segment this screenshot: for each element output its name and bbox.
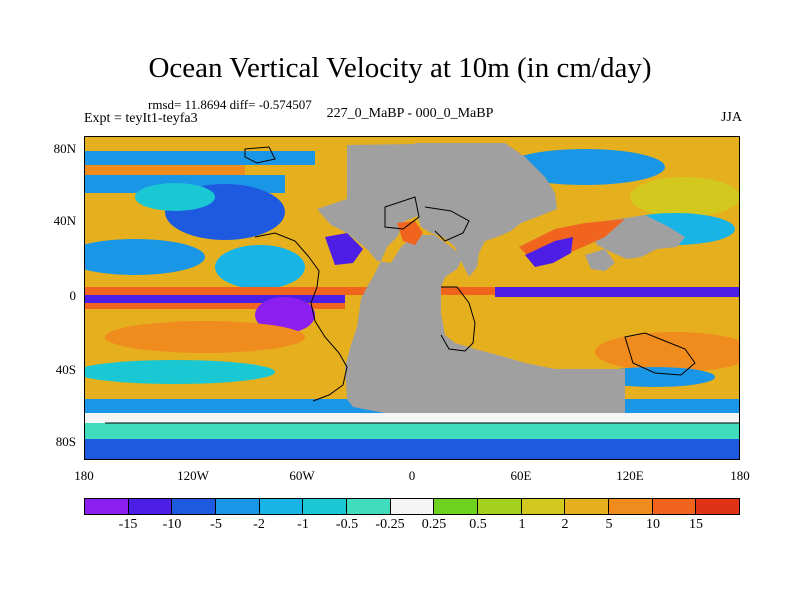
x-tick-label-60e: 60E <box>510 468 532 483</box>
coastline-west-continent <box>254 232 348 402</box>
colorbar-label: -2 <box>253 517 265 532</box>
y-tick-label-80s: 80S <box>55 434 76 449</box>
map-panel <box>84 136 740 460</box>
x-tick-label-180w: 180 <box>74 468 94 483</box>
field-blob-north-pacific-cyan <box>135 183 215 211</box>
colorbar-label: -15 <box>118 517 138 532</box>
velocity-field-map <box>85 137 739 459</box>
coastline-south-east <box>624 332 696 376</box>
season-label: JJA <box>720 110 742 125</box>
colorbar-box-1 <box>128 499 173 514</box>
x-tick-label-60w: 60W <box>289 468 315 483</box>
field-band-north-pacific-orange <box>85 165 245 175</box>
colorbar-label: 15 <box>689 517 703 532</box>
colorbar-box-7 <box>390 499 435 514</box>
experiment-label: Expt = teyIt1-teyfa3 <box>84 111 198 126</box>
field-band-equator-red-2 <box>85 303 345 309</box>
stats-label: rmsd= 11.8694 diff= -0.574507 <box>148 97 312 112</box>
field-margin-west-purple <box>325 233 363 265</box>
x-tick-label-0: 0 <box>408 468 416 483</box>
colorbar-label: -5 <box>210 517 222 532</box>
colorbar-label: 1 <box>518 517 526 532</box>
colorbar-label: 0.5 <box>469 517 487 532</box>
colorbar-box-6 <box>347 499 391 514</box>
field-blob-north-east <box>630 177 739 217</box>
y-tick-label-80n: 80N <box>53 141 76 156</box>
field-band-south-pacific-cyan <box>85 360 275 384</box>
x-tick-label-180e: 180 <box>730 468 750 483</box>
colorbar-label: 2 <box>561 517 569 532</box>
y-tick-label-40n: 40N <box>53 213 76 228</box>
colorbar-label: 0.25 <box>421 517 447 532</box>
colorbar-label: -1 <box>297 517 309 532</box>
field-blob-east-ocean <box>585 249 705 285</box>
land-north-block <box>415 143 557 277</box>
colorbar-box-14 <box>696 499 740 514</box>
y-tick-label-0: 0 <box>69 288 77 303</box>
colorbar-label: 10 <box>646 517 660 532</box>
field-blob-south-pacific-orange <box>105 321 305 353</box>
comparison-label: 227_0_MaBP - 000_0_MaBP <box>326 106 494 121</box>
field-band-equator-purple-west <box>85 295 345 303</box>
x-tick-label-120w: 120W <box>177 468 209 483</box>
field-band-equator-purple-east <box>495 287 739 297</box>
colorbar-box-5 <box>303 499 348 514</box>
field-margin-west-red <box>397 221 423 245</box>
field-band-southern-teal <box>85 423 739 439</box>
field-blob-south-east-orange <box>595 332 739 372</box>
coastline-mid-basin <box>424 206 470 242</box>
colorbar-box-9 <box>478 499 522 514</box>
colorbar <box>84 498 740 515</box>
coastline-south-mid <box>440 286 476 352</box>
coastline-mid-north <box>384 196 420 230</box>
colorbar-box-13 <box>652 499 697 514</box>
field-blob-central-pacific <box>215 245 305 289</box>
colorbar-box-12 <box>609 499 653 514</box>
field-blob-arctic-east <box>505 149 665 185</box>
colorbar-box-3 <box>216 499 260 514</box>
colorbar-label: 5 <box>605 517 613 532</box>
land-americas-africa <box>317 143 625 413</box>
colorbar-box-4 <box>259 499 304 514</box>
field-band-north-pacific-blue <box>85 151 315 165</box>
colorbar-label: -0.5 <box>335 517 359 532</box>
y-tick-label-40s: 40S <box>55 362 76 377</box>
land-east-island <box>585 249 615 271</box>
colorbar-box-0 <box>85 499 129 514</box>
colorbar-label: -10 <box>162 517 182 532</box>
field-margin-north-east-purple <box>525 237 573 267</box>
x-tick-label-120e: 120E <box>616 468 644 483</box>
colorbar-box-10 <box>521 499 566 514</box>
field-blob-eastern-pacific-upwelling <box>255 297 315 333</box>
field-band-antarctic <box>85 439 739 459</box>
coastline-group <box>105 146 739 424</box>
plot-title: Ocean Vertical Velocity at 10m (in cm/da… <box>148 52 652 84</box>
coastline-north-west <box>244 146 276 164</box>
colorbar-label: -0.25 <box>375 517 405 532</box>
colorbar-box-2 <box>172 499 217 514</box>
field-blob-subtropical-pacific <box>85 239 205 275</box>
colorbar-box-8 <box>434 499 479 514</box>
field-band-southern-white <box>85 413 739 423</box>
colorbar-box-11 <box>565 499 610 514</box>
